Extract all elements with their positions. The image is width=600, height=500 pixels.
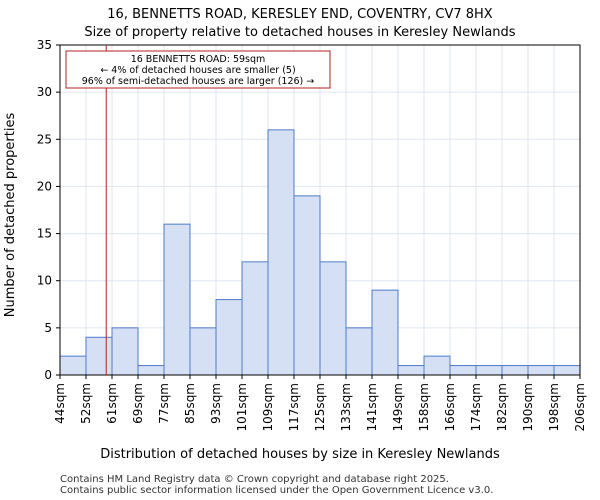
y-tick-label: 10 [37,274,52,288]
x-tick-label: 69sqm [131,383,145,424]
x-tick-label: 174sqm [469,383,483,431]
y-tick-label: 25 [37,132,52,146]
y-tick-label: 20 [37,179,52,193]
bar-190sqm [527,365,555,376]
x-tick-label: 61sqm [105,383,119,424]
bar-109sqm [267,129,295,376]
bar-149sqm [397,365,425,376]
bar-69sqm [137,365,165,376]
x-tick-label: 85sqm [183,383,197,424]
x-tick-label: 133sqm [339,383,353,431]
x-tick-label: 125sqm [313,383,327,431]
x-ticks: 44sqm 52sqm 61sqm 69sqm 77sqm 85sqm 93sqm 101sq… [53,375,587,431]
x-tick-label: 101sqm [235,383,249,431]
x-tick-label: 149sqm [391,383,405,431]
bar-52sqm [85,336,113,376]
bar-77sqm [163,223,191,376]
x-tick-label: 44sqm [53,383,67,424]
y-tick-label: 30 [37,85,52,99]
x-tick-label: 206sqm [573,383,587,431]
y-tick-label: 0 [44,368,52,382]
x-tick-label: 190sqm [521,383,535,431]
bar-198sqm [553,365,581,376]
bar-182sqm [501,365,529,376]
x-tick-label: 182sqm [495,383,509,431]
bar-117sqm [293,195,321,376]
x-tick-label: 93sqm [209,383,223,424]
bar-141sqm [371,289,399,376]
x-tick-label: 109sqm [261,383,275,431]
annotation-line-2: ← 4% of detached houses are smaller (5) [100,65,295,76]
chart-title: 16, BENNETTS ROAD, KERESLEY END, COVENTR… [107,7,493,22]
bar-158sqm [423,355,451,376]
x-tick-label: 52sqm [79,383,93,424]
property-annotation: 16 BENNETTS ROAD: 59sqm ← 4% of detached… [65,50,331,89]
x-tick-label: 117sqm [287,383,301,431]
y-axis-label: Number of detached properties [3,113,18,318]
bar-125sqm [319,261,347,376]
bar-174sqm [475,365,503,376]
bars [59,129,581,376]
footer-line-1: Contains HM Land Registry data © Crown c… [60,474,449,485]
bar-61sqm [111,327,139,376]
y-tick-label: 35 [37,38,52,52]
bar-166sqm [449,365,477,376]
x-tick-label: 166sqm [443,383,457,431]
footer-line-2: Contains public sector information licen… [60,485,494,496]
annotation-line-1: 16 BENNETTS ROAD: 59sqm [131,54,266,65]
bar-101sqm [241,261,269,376]
y-tick-label: 5 [44,321,52,335]
x-tick-label: 141sqm [365,383,379,431]
bar-85sqm [189,327,217,376]
annotation-line-3: 96% of semi-detached houses are larger (… [82,76,315,87]
bar-44sqm [59,355,87,376]
bar-93sqm [215,299,243,376]
annotation-box [65,50,331,89]
x-axis-label: Distribution of detached houses by size … [100,447,500,462]
x-tick-label: 158sqm [417,383,431,431]
y-tick-label: 15 [37,227,52,241]
x-tick-label: 198sqm [547,383,561,431]
chart-subtitle: Size of property relative to detached ho… [84,25,515,40]
x-tick-label: 77sqm [157,383,171,424]
bar-133sqm [345,327,373,376]
y-ticks: 0 5 10 15 20 25 30 35 [37,38,60,382]
